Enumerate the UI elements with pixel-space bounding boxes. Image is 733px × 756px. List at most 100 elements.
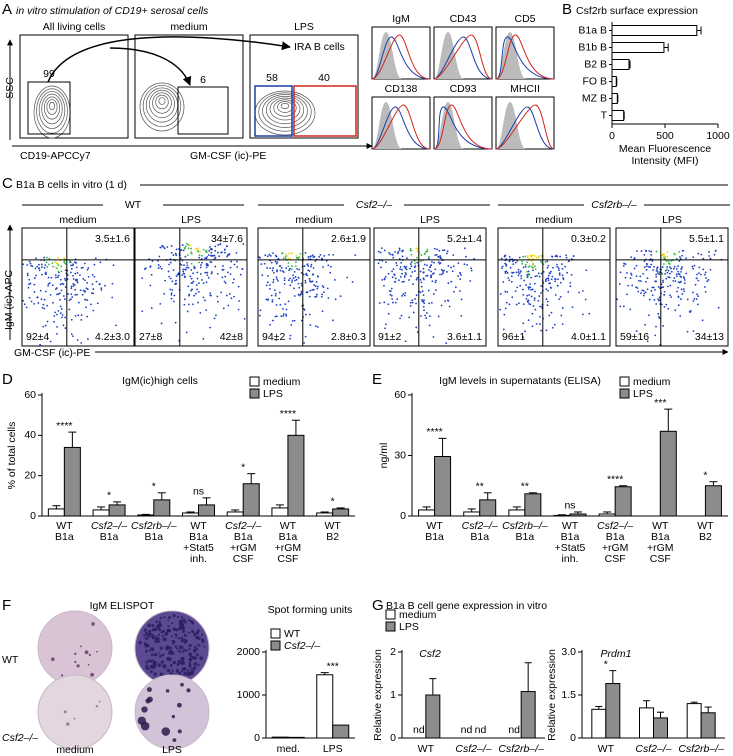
cell-dot [72,335,74,338]
cell-dot [233,278,235,281]
cell-dot [378,302,381,304]
elispot-spot [146,687,152,693]
cell-dot [643,292,646,295]
cell-dot [236,266,239,268]
cell-dot [43,256,45,259]
elispot-spot [151,623,155,627]
elispot-spot [149,670,153,674]
significance: * [107,490,111,502]
x-tick-label: B1a [144,531,163,543]
contour [158,97,166,105]
x-tick-label: B1a [279,531,298,543]
gate-value: 40 [318,72,330,84]
flow-plot [257,227,371,347]
cell-dot [679,314,682,317]
cell-dot [504,272,507,275]
cell-dot [35,274,38,277]
cell-dot [503,254,506,257]
cell-dot [681,254,683,257]
cell-dot [663,293,666,296]
cell-dot [151,260,154,262]
annotation: IRA B cells [294,41,345,53]
cell-dot [64,279,67,282]
cell-dot [663,290,666,293]
cell-dot [267,298,270,301]
cell-dot [69,298,72,301]
cell-dot [61,314,64,316]
cell-dot [545,280,547,283]
cell-dot [292,277,295,279]
elispot-spot [84,650,89,655]
cell-dot [561,323,564,326]
x-tick-label: B2 [699,531,712,543]
arrow [109,47,192,86]
cell-dot [548,282,551,285]
cell-dot [668,262,670,265]
cell-dot [670,296,673,298]
cell-dot [416,248,419,251]
cell-dot [664,257,666,260]
cell-dot [435,253,438,256]
cell-dot [546,266,549,269]
cell-dot [34,267,37,270]
cell-dot [158,255,161,258]
cell-dot [434,254,437,257]
elispot-spot [147,668,150,671]
cell-dot [217,300,219,303]
cell-dot [205,281,208,284]
bar [463,511,481,517]
cell-dot [87,275,90,278]
cell-dot [547,277,550,280]
cell-dot [76,271,79,274]
cell-dot [677,270,680,273]
cell-dot [281,252,283,255]
cell-dot [339,295,342,298]
cell-dot [410,249,413,252]
cell-dot [390,294,393,297]
cell-dot [422,267,425,270]
cell-dot [169,261,172,264]
cell-dot [274,315,277,318]
cell-dot [547,264,550,267]
histogram-line [495,34,555,80]
cell-dot [274,294,277,297]
cell-dot [428,266,431,269]
elispot-spot [175,636,178,639]
cell-dot [74,288,77,291]
elispot-spot [171,672,173,675]
cell-dot [72,278,75,280]
cell-dot [630,256,633,259]
x-tick-label: WT [190,520,207,532]
cell-dot [681,249,684,252]
cell-dot [545,288,548,290]
cell-dot [451,270,454,273]
cell-dot [643,260,646,263]
cell-dot [667,260,670,263]
cell-dot [633,267,636,270]
condition-label: medium [59,214,97,226]
value-label: nd [508,724,520,736]
elispot-spot [152,660,157,665]
bar [316,512,334,517]
elispot-spot [149,632,152,636]
bar [108,504,126,517]
cell-dot [30,264,33,267]
cell-dot [191,288,193,291]
cell-dot [664,255,667,258]
cell-dot [209,292,212,295]
cell-dot [569,281,572,284]
cell-dot [440,268,443,271]
cell-dot [325,260,328,262]
cell-dot [156,259,159,262]
elispot-spot [177,729,182,734]
cell-dot [308,278,311,280]
cell-dot [644,249,647,252]
cell-dot [185,266,188,269]
cell-dot [390,287,393,290]
flow-plot [373,227,487,347]
cell-dot [320,295,323,298]
cell-dot [651,294,654,297]
cell-dot [697,252,700,255]
cell-dot [655,280,658,283]
cell-dot [278,291,281,294]
